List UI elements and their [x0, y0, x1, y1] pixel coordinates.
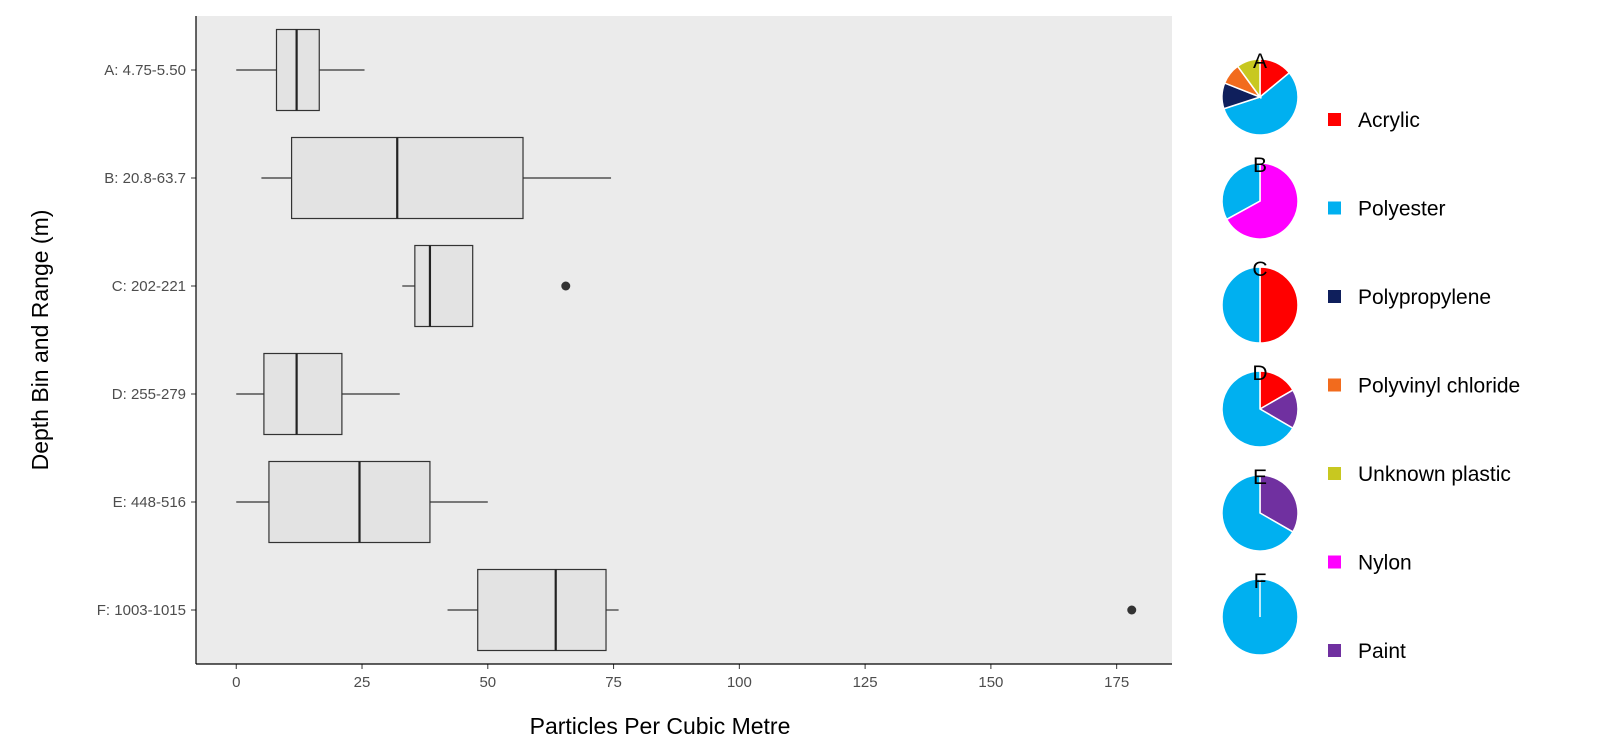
- legend-item: Polyester: [1328, 198, 1446, 221]
- legend-label: Unknown plastic: [1358, 463, 1511, 486]
- y-tick-label: C: 202-221: [112, 278, 186, 295]
- legend-item: Unknown plastic: [1328, 463, 1511, 486]
- pie-E: E: [1221, 466, 1299, 552]
- legend-label: Nylon: [1358, 552, 1412, 575]
- boxplot-chart: A: 4.75-5.50 B: 20.8-63.7 C: 202-221 D: 255…: [27, 16, 1172, 739]
- pie-label: F: [1254, 570, 1267, 593]
- box-3: [236, 352, 400, 436]
- boxes: [236, 28, 1137, 652]
- legend-item: Paint: [1328, 640, 1406, 663]
- box-iqr: [290, 136, 524, 220]
- legend: Acrylic Polyester Polypropylene Polyvinyl c…: [1328, 109, 1520, 663]
- legend-swatch: [1328, 467, 1341, 480]
- pie-slice: [1225, 162, 1299, 240]
- x-tick-label: 75: [605, 674, 622, 691]
- outlier-point: [1127, 605, 1137, 615]
- pie-slice: [1221, 266, 1261, 344]
- legend-label: Polyvinyl chloride: [1358, 375, 1520, 398]
- box-iqr: [477, 568, 607, 652]
- legend-swatch: [1328, 290, 1341, 303]
- box-1: [261, 136, 612, 220]
- legend-item: Polyvinyl chloride: [1328, 375, 1520, 398]
- plot-panel: [196, 16, 1172, 664]
- x-tick-label: 0: [232, 674, 240, 691]
- box-iqr: [275, 28, 320, 112]
- x-tick-label: 175: [1104, 674, 1129, 691]
- pie-label: C: [1252, 258, 1267, 281]
- box-2: [402, 244, 571, 328]
- legend-swatch: [1328, 378, 1341, 392]
- pie-slice: [1222, 71, 1299, 136]
- pie-D: D: [1221, 362, 1299, 448]
- pie-F: F: [1221, 570, 1299, 656]
- legend-item: Nylon: [1328, 552, 1412, 575]
- box-4: [236, 460, 488, 544]
- legend-swatch: [1328, 555, 1341, 569]
- pie-slice: [1259, 266, 1299, 344]
- box-5: [447, 568, 1137, 652]
- outlier-point: [561, 281, 571, 291]
- x-tick-label: 50: [479, 674, 496, 691]
- legend-label: Polypropylene: [1358, 286, 1491, 309]
- box-0: [236, 28, 365, 112]
- y-axis-title: Depth Bin and Range (m): [27, 210, 53, 471]
- legend-label: Acrylic: [1358, 109, 1420, 132]
- y-tick-label: A: 4.75-5.50: [104, 62, 186, 79]
- pie-label: D: [1252, 362, 1267, 385]
- y-tick-label: E: 448-516: [113, 494, 186, 511]
- box-iqr: [263, 352, 343, 436]
- x-axis-title: Particles Per Cubic Metre: [530, 713, 791, 739]
- y-tick-label: B: 20.8-63.7: [104, 170, 186, 187]
- pie-A: A: [1221, 50, 1299, 136]
- x-tick-label: 150: [978, 674, 1003, 691]
- x-tick-label: 100: [727, 674, 752, 691]
- pie-slice: [1221, 162, 1261, 221]
- legend-item: Polypropylene: [1328, 286, 1491, 309]
- legend-label: Polyester: [1358, 198, 1446, 221]
- pie-C: C: [1221, 258, 1299, 344]
- pie-charts: A B C D E F: [1221, 50, 1299, 656]
- y-tick-label: D: 255-279: [112, 386, 186, 403]
- box-iqr: [414, 244, 474, 328]
- x-axis-ticks: 0 25 50 75 100 125 150 175: [232, 664, 1129, 691]
- legend-item: Acrylic: [1328, 109, 1420, 132]
- box-iqr: [268, 460, 431, 544]
- y-tick-label: F: 1003-1015: [97, 602, 186, 619]
- pie-label: E: [1253, 466, 1267, 489]
- legend-swatch: [1328, 113, 1341, 126]
- legend-swatch: [1328, 644, 1341, 657]
- pie-label: B: [1253, 154, 1267, 177]
- pie-slice: [1221, 474, 1294, 552]
- y-axis-ticks: A: 4.75-5.50 B: 20.8-63.7 C: 202-221 D: 255…: [97, 62, 196, 619]
- legend-swatch: [1328, 201, 1341, 215]
- pie-B: B: [1221, 154, 1299, 240]
- pie-label: A: [1253, 50, 1267, 73]
- legend-label: Paint: [1358, 640, 1406, 663]
- pie-slice: [1236, 58, 1261, 100]
- x-tick-label: 125: [853, 674, 878, 691]
- x-tick-label: 25: [354, 674, 371, 691]
- pie-slice: [1221, 370, 1294, 448]
